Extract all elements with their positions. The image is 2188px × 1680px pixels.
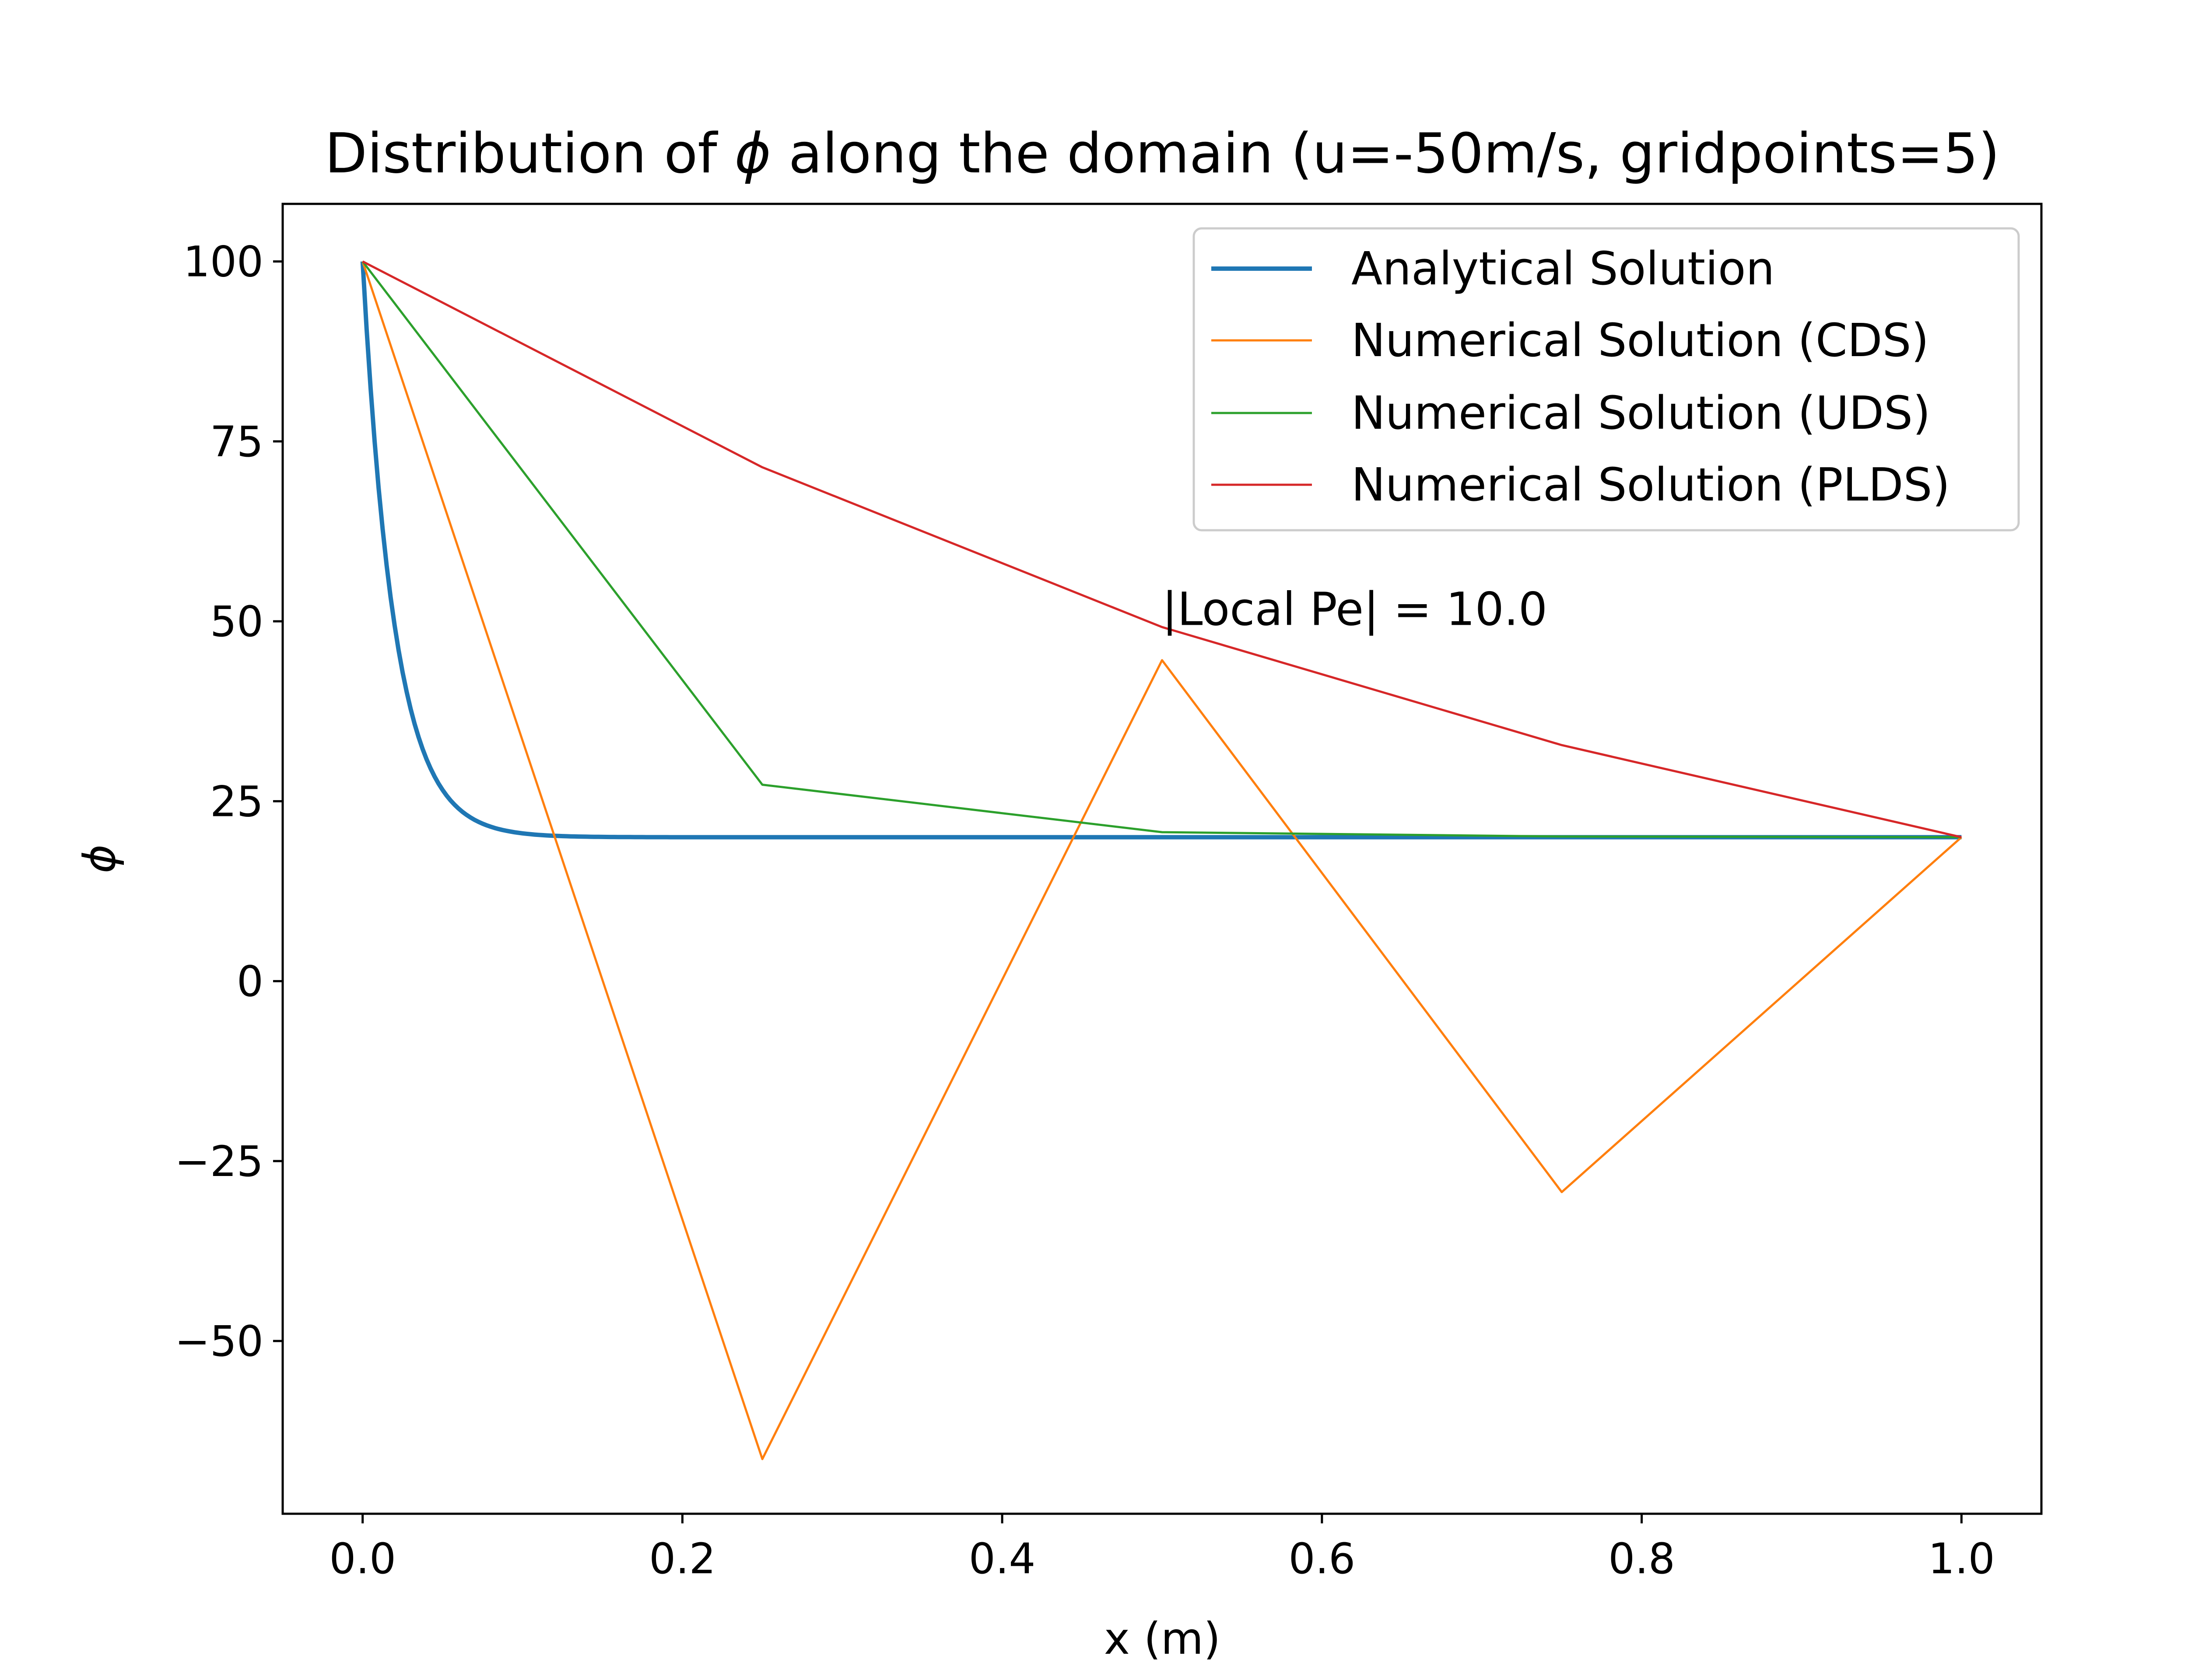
chart-title: Distribution of ϕ along the domain (u=-5… [325, 121, 2000, 186]
x-tick-label: 0.2 [649, 1534, 716, 1583]
legend-label-plds: Numerical Solution (PLDS) [1351, 458, 1950, 511]
y-tick-label: 0 [237, 957, 263, 1006]
legend: Analytical Solution Numerical Solution (… [1192, 227, 2020, 532]
y-tick-label: −25 [175, 1137, 263, 1186]
plot-area [360, 260, 1962, 1460]
x-axis: 0.0 0.2 0.4 0.6 0.8 1.0 [329, 1514, 1995, 1583]
series-line-cds [361, 261, 1962, 1460]
x-tick-label: 0.0 [329, 1534, 396, 1583]
y-axis: −50 −25 0 25 50 75 100 [175, 238, 283, 1366]
y-axis-label: ϕ [74, 844, 125, 873]
x-tick-label: 0.8 [1608, 1534, 1675, 1583]
legend-box [1192, 227, 2020, 532]
x-axis-label: x (m) [1104, 1613, 1220, 1664]
y-tick-label: −50 [175, 1317, 263, 1366]
series-line-plds [362, 260, 1962, 839]
x-tick-label: 1.0 [1928, 1534, 1995, 1583]
y-tick-label: 75 [210, 417, 263, 466]
y-tick-label: 50 [210, 597, 263, 646]
plot-frame [281, 203, 2043, 1515]
x-tick-label: 0.4 [969, 1534, 1036, 1583]
legend-label-uds: Numerical Solution (UDS) [1351, 386, 1931, 440]
x-tick-label: 0.6 [1289, 1534, 1356, 1583]
y-tick-label: 25 [210, 777, 263, 826]
legend-label-analytical: Analytical Solution [1351, 242, 1774, 295]
series-line-uds [361, 261, 1962, 839]
legend-label-cds: Numerical Solution (CDS) [1351, 314, 1929, 367]
y-tick-label: 100 [183, 238, 263, 287]
peclet-annotation: |Local Pe| = 10.0 [1162, 582, 1548, 636]
series-layer [360, 260, 1962, 1460]
